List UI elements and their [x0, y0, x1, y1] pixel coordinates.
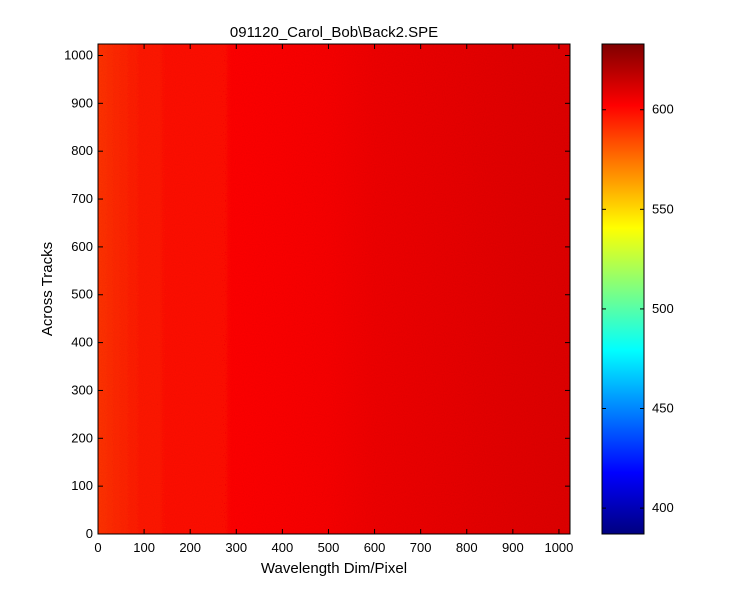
- y-tick-label: 400: [71, 335, 93, 350]
- plot-frame: [97, 43, 571, 535]
- colorbar-frame: [601, 43, 645, 535]
- y-tick-label: 300: [71, 382, 93, 397]
- chart-title: 091120_Carol_Bob\Back2.SPE: [230, 24, 438, 41]
- heatmap-image: [98, 44, 570, 534]
- y-tick-label: 1000: [64, 47, 93, 62]
- x-tick-label: 100: [133, 540, 155, 555]
- x-tick-label: 800: [456, 540, 478, 555]
- x-tick-label: 200: [179, 540, 201, 555]
- x-tick-label: 0: [94, 540, 101, 555]
- y-tick-label: 200: [71, 430, 93, 445]
- colorbar: 400 450 500 550 600: [601, 43, 674, 535]
- colorbar-tick-label: 600: [652, 102, 674, 117]
- y-tick-label: 700: [71, 191, 93, 206]
- x-tick-label: 600: [364, 540, 386, 555]
- colorbar-tick-label: 550: [652, 201, 674, 216]
- colorbar-tick-label: 400: [652, 500, 674, 515]
- x-tick-label: 300: [225, 540, 247, 555]
- y-tick-label: 600: [71, 239, 93, 254]
- y-tick-label: 800: [71, 143, 93, 158]
- x-tick-label: 500: [318, 540, 340, 555]
- x-tick-label: 1000: [544, 540, 573, 555]
- x-tick-label: 700: [410, 540, 432, 555]
- y-axis-label: Across Tracks: [39, 242, 56, 336]
- x-tick-label: 400: [272, 540, 294, 555]
- colorbar-image: [602, 44, 644, 534]
- y-axis-ticks: 0 100 200 300 400 500 600 700 800 900 1000: [64, 47, 570, 541]
- x-axis-ticks: 0 100 200 300 400 500 600 700 800 900 1000: [94, 44, 573, 555]
- x-tick-label: 900: [502, 540, 524, 555]
- colorbar-tick-label: 450: [652, 401, 674, 416]
- y-tick-label: 900: [71, 95, 93, 110]
- y-tick-label: 0: [86, 526, 93, 541]
- heatmap-area: [98, 44, 570, 534]
- x-axis-label: Wavelength Dim/Pixel: [261, 560, 407, 577]
- y-tick-label: 500: [71, 287, 93, 302]
- colorbar-ticks: 400 450 500 550 600: [602, 102, 674, 515]
- colorbar-tick-label: 500: [652, 301, 674, 316]
- y-tick-label: 100: [71, 478, 93, 493]
